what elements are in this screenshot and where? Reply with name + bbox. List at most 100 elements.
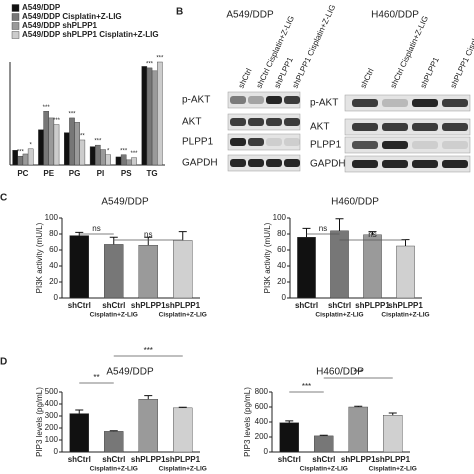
- chart-title: A549/DDP: [106, 367, 154, 378]
- error-bar: [335, 218, 344, 231]
- band: [266, 118, 282, 126]
- error-bar: [354, 405, 363, 407]
- significance: ***: [146, 61, 154, 67]
- band: [284, 96, 300, 104]
- y-tick-label: 20: [49, 277, 58, 286]
- band: [382, 99, 408, 107]
- band: [284, 159, 300, 167]
- bar: [173, 240, 193, 299]
- bar: [363, 234, 382, 299]
- x-tick-label: shCtrl: [278, 455, 301, 464]
- x-tick-label: shCtrl: [68, 301, 91, 310]
- y-tick-label: 100: [45, 213, 59, 222]
- band: [248, 118, 264, 126]
- band: [248, 159, 264, 167]
- lane-label: shPLPP1: [419, 55, 441, 90]
- bar: [314, 435, 334, 453]
- error-bar: [109, 236, 118, 245]
- bar: [105, 154, 111, 166]
- bar: [38, 129, 44, 166]
- legend-swatch: [11, 13, 20, 21]
- error-bar: [144, 395, 153, 400]
- bar: [104, 244, 124, 299]
- y-tick-label: 60: [277, 245, 286, 254]
- row-label: PLPP1: [182, 137, 214, 148]
- band: [412, 160, 438, 168]
- y-axis-label: PIP3 levels (pg/mL): [243, 387, 252, 457]
- bar: [120, 154, 127, 166]
- x-tick-sublabel: Cisplatin+Z-LIG: [315, 312, 363, 319]
- significance: ***: [354, 368, 363, 377]
- error-bar: [75, 409, 84, 414]
- y-tick-label: 0: [54, 293, 59, 302]
- band: [442, 99, 468, 107]
- panel-label: D: [0, 357, 7, 368]
- band: [412, 141, 438, 149]
- error-bar: [401, 239, 410, 246]
- blot-strip: [344, 94, 471, 112]
- x-tick-label: shPLPP1: [131, 301, 166, 310]
- x-tick-label: TG: [147, 169, 158, 178]
- y-tick-label: 20: [277, 277, 286, 286]
- y-tick-label: 60: [49, 245, 58, 254]
- bar: [146, 67, 153, 166]
- row-label: AKT: [182, 117, 201, 128]
- x-tick-label: shPLPP1: [375, 455, 410, 464]
- x-tick-sublabel: Cisplatin+Z-LIG: [90, 466, 138, 473]
- bar: [173, 407, 193, 453]
- significance: **: [80, 134, 85, 140]
- band: [248, 96, 264, 104]
- band: [284, 118, 300, 126]
- significance: ***: [53, 118, 61, 124]
- row-label: AKT: [310, 122, 329, 133]
- band: [352, 123, 378, 131]
- bar: [141, 66, 148, 166]
- row-label: p-AKT: [182, 95, 210, 106]
- x-tick-sublabel: Cisplatin+Z-LIG: [300, 466, 348, 473]
- row-label: GAPDH: [310, 159, 346, 170]
- bar: [64, 132, 70, 166]
- legend-label: A549/DDP Cisplatin+Z-LIG: [22, 12, 122, 21]
- significance: **: [93, 373, 99, 382]
- band: [382, 160, 408, 168]
- x-tick-label: shCtrl: [328, 301, 351, 310]
- bar: [79, 139, 86, 166]
- bar: [126, 159, 132, 166]
- band: [442, 123, 468, 131]
- x-tick-label: PS: [121, 169, 132, 178]
- chart-title: A549/DDP: [101, 197, 149, 208]
- bar: [100, 149, 106, 166]
- bar: [279, 422, 299, 453]
- bar: [157, 61, 163, 166]
- significance: ***: [130, 151, 138, 157]
- y-axis-label: PI3K activity (mU/L): [263, 222, 272, 293]
- y-tick-label: 0: [282, 293, 287, 302]
- panel-label: B: [176, 7, 183, 18]
- band: [230, 96, 246, 104]
- band: [266, 138, 282, 146]
- bar: [348, 406, 368, 453]
- significance: ***: [302, 382, 311, 391]
- legend-swatch: [11, 22, 20, 30]
- y-tick-label: 100: [273, 213, 287, 222]
- x-tick-sublabel: Cisplatin+Z-LIG: [159, 312, 207, 319]
- error-bar: [178, 231, 187, 241]
- blot-title: H460/DDP: [371, 10, 419, 21]
- significance: ***: [43, 105, 51, 111]
- x-tick-sublabel: Cisplatin+Z-LIG: [369, 466, 417, 473]
- x-tick-label: PI: [97, 169, 105, 178]
- legend-label: A549/DDP: [22, 3, 61, 12]
- bar: [69, 117, 75, 166]
- legend-swatch: [11, 31, 20, 39]
- y-tick-label: 80: [277, 229, 286, 238]
- x-tick-label: shCtrl: [102, 301, 125, 310]
- bar: [53, 124, 60, 166]
- lane-label: shCtrl: [237, 67, 254, 90]
- bar: [48, 117, 55, 166]
- y-tick-label: 80: [49, 229, 58, 238]
- error-bar: [388, 412, 397, 416]
- error-bar: [144, 236, 153, 246]
- bar: [17, 155, 24, 166]
- band: [230, 118, 246, 126]
- error-bar: [178, 406, 187, 408]
